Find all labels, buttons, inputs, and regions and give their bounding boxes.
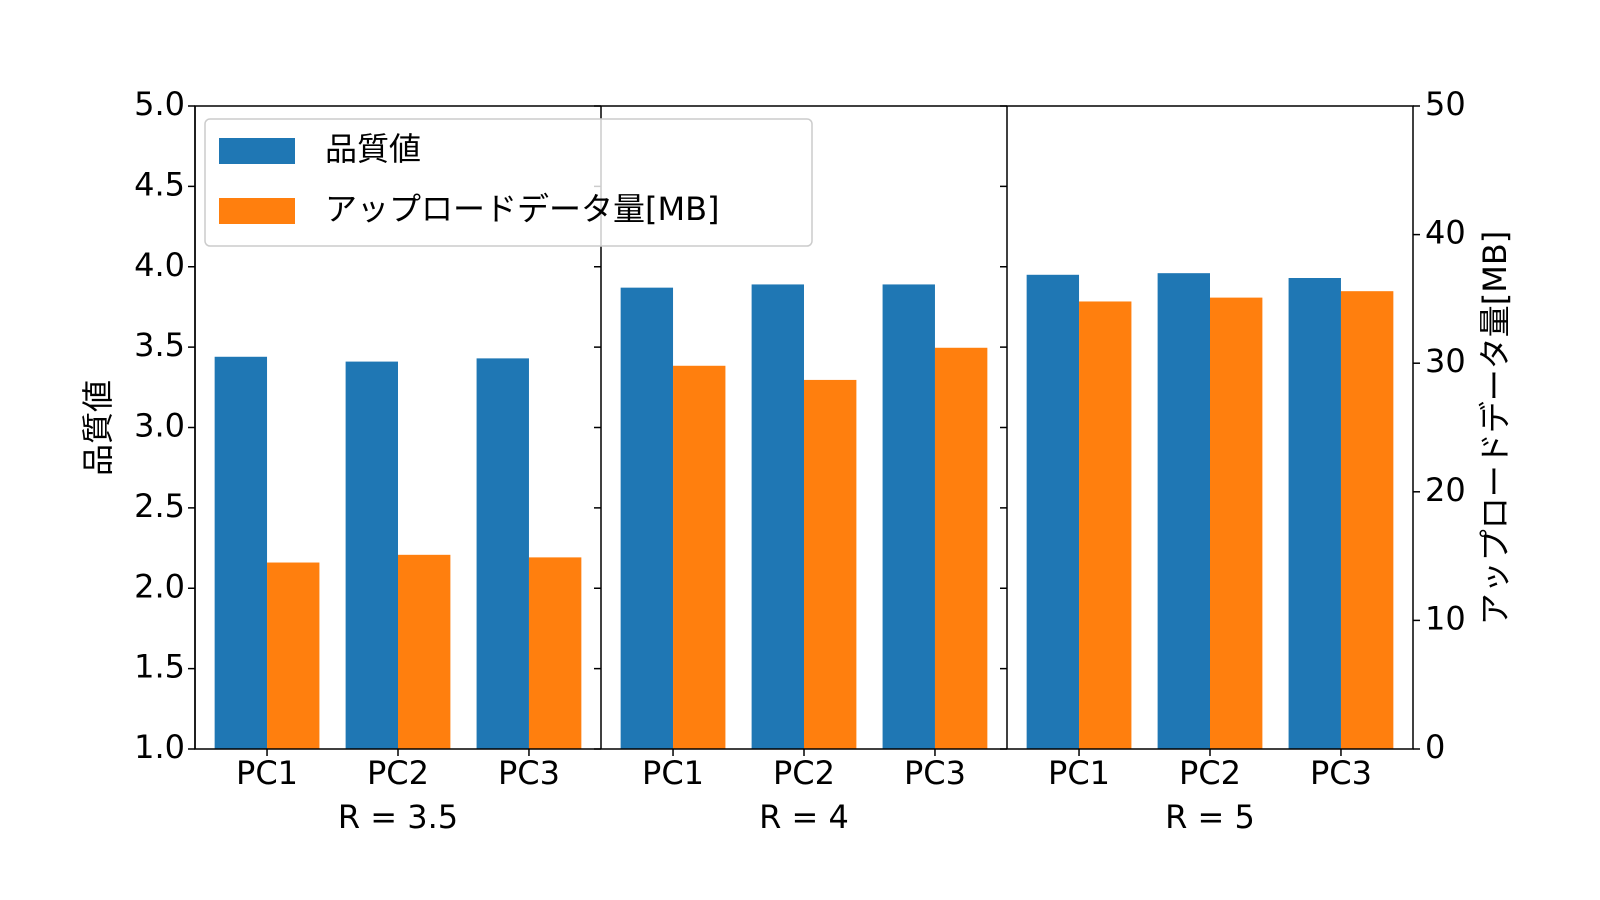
y-tick-label: 3.5 (134, 326, 185, 364)
legend-swatch (219, 198, 295, 224)
y2-tick-label: 30 (1425, 342, 1466, 380)
bar (1288, 278, 1341, 749)
x-tick-label: PC2 (367, 754, 429, 792)
y-tick-label: 2.5 (134, 487, 185, 525)
bar (751, 284, 804, 749)
x-tick-label: PC2 (773, 754, 835, 792)
y-tick-label: 2.0 (134, 567, 185, 605)
x-tick-label: PC1 (236, 754, 298, 792)
bar (528, 557, 582, 749)
bar (1210, 297, 1263, 749)
bar (1157, 273, 1210, 749)
bar (1079, 301, 1132, 749)
x-tick-label: PC2 (1179, 754, 1241, 792)
y2-tick-label: 0 (1425, 728, 1445, 766)
plot-frame (194, 105, 1414, 750)
y-tick-label: 4.5 (134, 165, 185, 203)
bar (1340, 291, 1394, 749)
x-tick-label: PC3 (498, 754, 560, 792)
bar (620, 287, 674, 749)
x-axis-label: R = 5 (1165, 798, 1255, 836)
bar (673, 365, 726, 749)
x-tick-label: PC1 (642, 754, 704, 792)
bar (398, 554, 451, 749)
y2-tick-label: 20 (1425, 471, 1466, 509)
bar (214, 356, 268, 749)
legend-swatch (219, 138, 295, 164)
legend-label: アップロードデータ量[MB] (325, 190, 720, 228)
y-tick-label: 1.0 (134, 728, 185, 766)
y2-axis-label: アップロードデータ量[MB] (1476, 231, 1514, 626)
x-tick-label: PC1 (1048, 754, 1110, 792)
x-axis-label: R = 4 (759, 798, 849, 836)
bar (345, 361, 398, 749)
y-tick-label: 4.0 (134, 246, 185, 284)
y-tick-label: 3.0 (134, 407, 185, 445)
bar (267, 562, 320, 749)
bar (476, 358, 529, 749)
x-tick-label: PC3 (904, 754, 966, 792)
y2-tick-label: 50 (1425, 85, 1466, 123)
bar (1026, 274, 1080, 749)
legend-label: 品質値 (325, 130, 421, 168)
y-tick-label: 1.5 (134, 648, 185, 686)
y-tick-label: 5.0 (134, 85, 185, 123)
bar (934, 347, 988, 749)
x-axis-label: R = 3.5 (338, 798, 458, 836)
y-axis-label: 品質値 (79, 380, 117, 476)
legend-box (204, 118, 813, 247)
x-tick-label: PC3 (1310, 754, 1372, 792)
bar (804, 379, 857, 749)
bar (882, 284, 935, 749)
y2-tick-label: 10 (1425, 599, 1466, 637)
y2-tick-label: 40 (1425, 214, 1466, 252)
